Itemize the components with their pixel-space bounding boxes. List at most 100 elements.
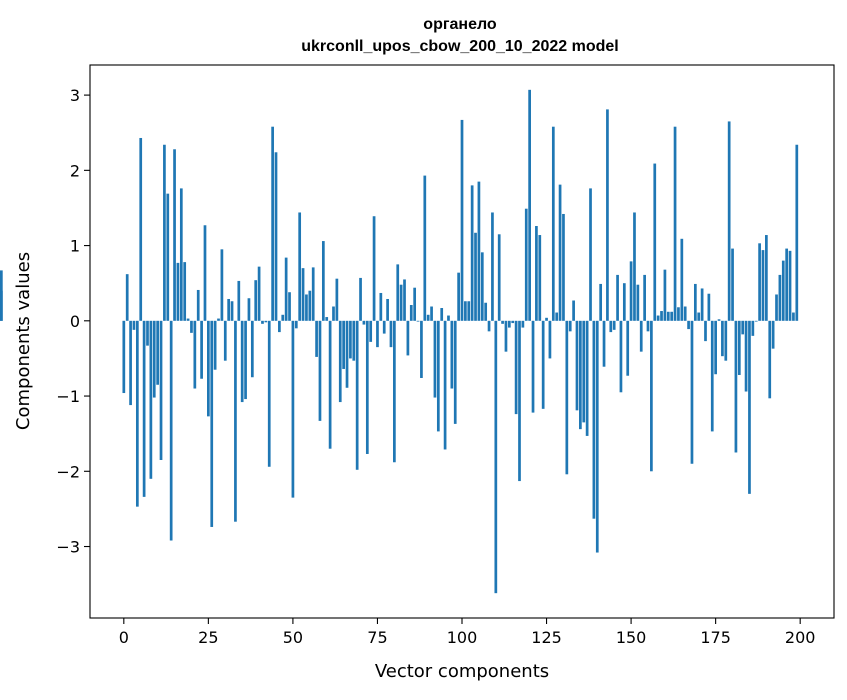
bar — [484, 302, 488, 321]
bar — [673, 126, 677, 321]
bar — [328, 320, 332, 449]
bar — [518, 320, 521, 482]
bar — [426, 314, 430, 321]
y-tick-label: −2 — [56, 462, 80, 481]
bar — [261, 320, 264, 324]
bar — [335, 278, 339, 321]
bar — [626, 320, 630, 376]
bar — [754, 320, 758, 322]
bar — [636, 284, 640, 321]
bar — [122, 320, 126, 394]
bar — [399, 284, 403, 321]
bar — [389, 320, 393, 348]
bar — [568, 320, 572, 332]
bar — [653, 163, 657, 321]
bar — [704, 320, 707, 342]
bar — [639, 320, 643, 352]
bar — [318, 320, 322, 421]
bar — [352, 320, 356, 361]
bar — [589, 188, 592, 321]
bar — [545, 317, 548, 321]
bar — [230, 301, 234, 321]
bar — [332, 306, 335, 321]
bar — [785, 248, 789, 321]
bar — [311, 267, 315, 321]
bar — [193, 320, 197, 389]
bar — [342, 320, 345, 369]
bar — [650, 320, 653, 472]
bar — [413, 287, 417, 321]
bar — [491, 212, 494, 321]
bar — [670, 311, 674, 321]
bar — [734, 320, 738, 453]
bar — [741, 320, 745, 335]
bar — [460, 119, 464, 321]
bar — [149, 320, 153, 479]
bar — [585, 320, 589, 436]
bar — [677, 307, 680, 321]
x-tick-label: 50 — [283, 628, 303, 647]
bar — [714, 320, 717, 375]
bar — [687, 320, 690, 330]
bar — [305, 294, 308, 321]
bar — [376, 320, 379, 348]
bars — [0, 89, 799, 594]
bar — [771, 320, 775, 349]
bar — [220, 249, 224, 321]
bar — [359, 277, 362, 321]
bar — [234, 320, 237, 522]
bar — [440, 308, 444, 321]
bar — [480, 252, 484, 321]
bar — [338, 320, 342, 403]
x-tick-label: 100 — [447, 628, 478, 647]
bar — [443, 320, 447, 450]
bar — [369, 320, 373, 342]
y-tick-label: 2 — [70, 161, 80, 180]
y-tick-label: 3 — [70, 86, 80, 105]
bar — [278, 320, 281, 333]
bar — [186, 318, 190, 321]
bar — [721, 320, 724, 357]
bar — [474, 232, 477, 321]
bar — [409, 305, 413, 321]
y-tick-label: −3 — [56, 538, 80, 557]
bar — [132, 320, 136, 330]
x-tick-label: 200 — [785, 628, 816, 647]
bar — [267, 320, 271, 467]
bar — [159, 320, 163, 460]
bar — [572, 300, 575, 321]
bar — [548, 320, 552, 359]
bar — [196, 289, 200, 321]
bar — [599, 283, 603, 321]
bar — [656, 315, 660, 321]
bar — [264, 320, 268, 323]
y-axis-label: Components values — [13, 252, 34, 430]
bar — [524, 208, 528, 321]
bar — [281, 314, 285, 321]
bar — [710, 320, 714, 432]
bar — [288, 292, 291, 321]
bar — [386, 298, 389, 321]
bar — [0, 270, 3, 321]
bar — [768, 320, 772, 399]
bar — [420, 320, 423, 378]
bar — [646, 320, 650, 332]
bar — [203, 225, 207, 321]
bar — [697, 312, 701, 321]
bar — [700, 288, 704, 321]
bar — [792, 312, 795, 321]
bar — [765, 235, 768, 321]
bar — [240, 320, 244, 403]
bar — [619, 320, 623, 393]
bar — [795, 144, 799, 321]
y-tick-label: 0 — [70, 312, 80, 331]
bar — [629, 261, 633, 321]
bar — [595, 320, 599, 553]
x-tick-label: 0 — [119, 628, 129, 647]
bar — [616, 274, 619, 321]
bar — [430, 306, 433, 321]
bar — [538, 235, 542, 321]
bar — [666, 311, 670, 321]
bar — [291, 320, 295, 498]
bar — [450, 320, 454, 389]
